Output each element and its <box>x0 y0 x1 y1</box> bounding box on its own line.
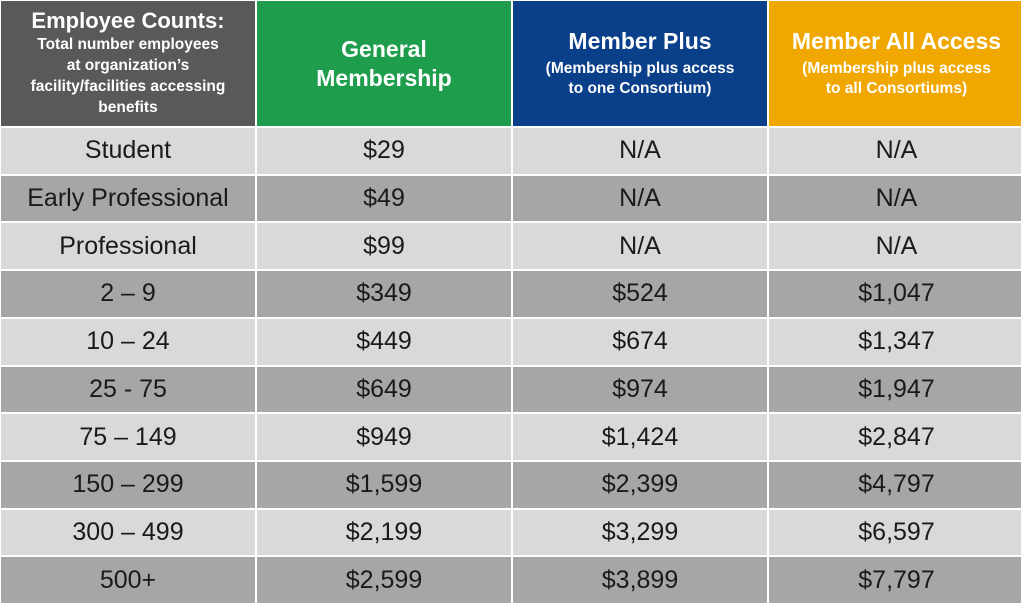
member-all-access-price: $4,797 <box>769 461 1021 508</box>
general-membership-price: $449 <box>257 318 511 365</box>
header-employee-counts-line: Total number employees <box>37 35 219 53</box>
member-all-access-price: $6,597 <box>769 509 1021 556</box>
header-general-membership: General Membership <box>257 1 511 126</box>
row-category-cell: 2 – 9 <box>1 271 255 317</box>
member-all-access-price: $1,047 <box>769 271 1021 317</box>
header-employee-counts-title: Employee Counts: <box>31 7 225 33</box>
row-category-cell: Early Professional <box>1 175 255 222</box>
header-employee-counts-line: at organization’s <box>66 56 190 74</box>
general-membership-price: $2,599 <box>257 557 511 603</box>
member-plus-price: N/A <box>513 223 767 270</box>
general-membership-price: $349 <box>257 271 511 317</box>
header-employee-counts-line: facility/facilities accessing <box>30 77 226 95</box>
member-all-access-price: $1,347 <box>769 318 1021 365</box>
member-all-access-price: N/A <box>769 175 1021 222</box>
general-membership-price: $49 <box>257 175 511 222</box>
header-employee-counts: Employee Counts: Total number employees … <box>1 1 255 126</box>
header-member-plus-sub: to one Consortium) <box>568 80 712 98</box>
header-member-all-access-sub: to all Consortiums) <box>825 80 968 98</box>
member-plus-price: $1,424 <box>513 414 767 460</box>
row-category-cell: 500+ <box>1 557 255 603</box>
member-plus-price: N/A <box>513 128 767 174</box>
row-category-cell: 300 – 499 <box>1 509 255 556</box>
member-plus-price: $974 <box>513 366 767 413</box>
header-member-all-access: Member All Access (Membership plus acces… <box>769 1 1021 126</box>
member-plus-price: $2,399 <box>513 461 767 508</box>
row-category-cell: 10 – 24 <box>1 318 255 365</box>
row-category-cell: Student <box>1 128 255 174</box>
general-membership-price: $1,599 <box>257 461 511 508</box>
member-all-access-price: N/A <box>769 223 1021 270</box>
general-membership-price: $2,199 <box>257 509 511 556</box>
header-member-plus: Member Plus (Membership plus access to o… <box>513 1 767 126</box>
member-plus-price: $3,299 <box>513 509 767 556</box>
member-all-access-price: N/A <box>769 128 1021 174</box>
member-plus-price: $674 <box>513 318 767 365</box>
general-membership-price: $949 <box>257 414 511 460</box>
row-category-cell: 75 – 149 <box>1 414 255 460</box>
header-general-membership-line: General <box>341 35 427 62</box>
header-general-membership-line: Membership <box>316 64 452 91</box>
header-member-plus-sub: (Membership plus access <box>545 60 735 78</box>
general-membership-price: $99 <box>257 223 511 270</box>
member-plus-price: $524 <box>513 271 767 317</box>
general-membership-price: $649 <box>257 366 511 413</box>
row-category-cell: Professional <box>1 223 255 270</box>
row-category-cell: 150 – 299 <box>1 461 255 508</box>
member-all-access-price: $7,797 <box>769 557 1021 603</box>
header-employee-counts-line: benefits <box>98 98 158 116</box>
row-category-cell: 25 - 75 <box>1 366 255 413</box>
member-plus-price: $3,899 <box>513 557 767 603</box>
header-member-all-access-title: Member All Access <box>791 28 1002 55</box>
member-plus-price: N/A <box>513 175 767 222</box>
member-all-access-price: $2,847 <box>769 414 1021 460</box>
header-member-all-access-sub: (Membership plus access <box>802 60 991 78</box>
header-member-plus-title: Member Plus <box>568 28 712 55</box>
general-membership-price: $29 <box>257 128 511 174</box>
member-all-access-price: $1,947 <box>769 366 1021 413</box>
